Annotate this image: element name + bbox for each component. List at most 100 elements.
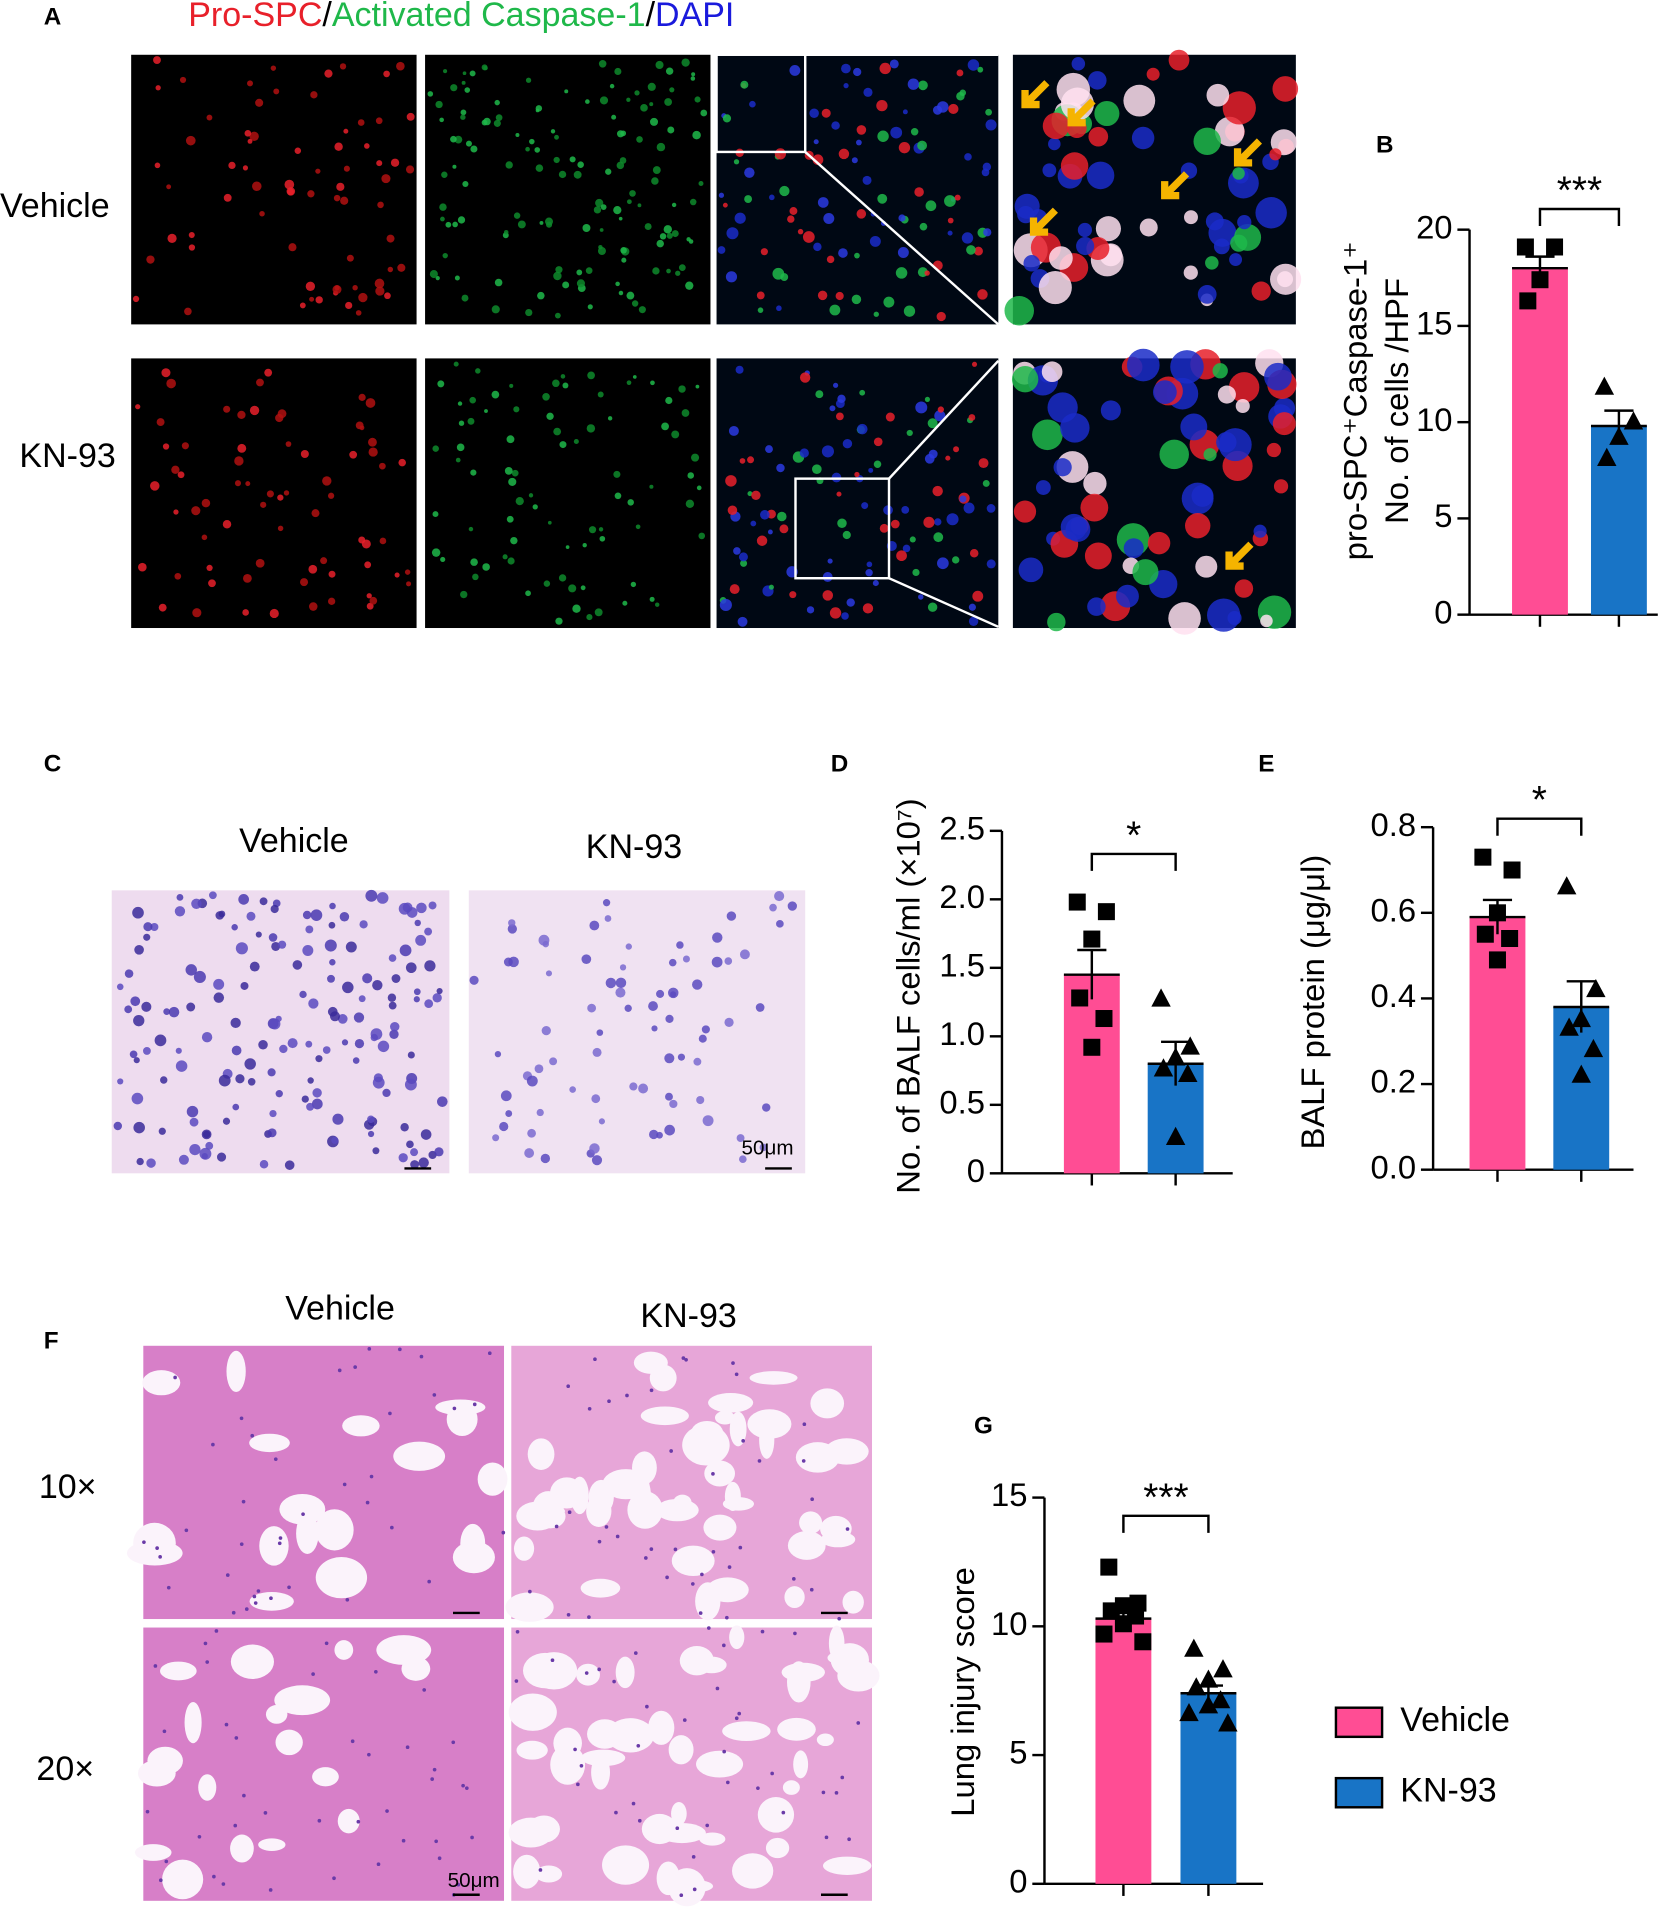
- cell: [902, 544, 911, 553]
- cell: [968, 616, 979, 627]
- nucleus: [142, 1540, 146, 1544]
- nucleus: [706, 1626, 711, 1630]
- cell: [966, 245, 976, 255]
- cell: [494, 1050, 502, 1058]
- cell: [311, 509, 320, 518]
- cell: [245, 481, 251, 487]
- cell: [614, 67, 622, 75]
- cell: [246, 911, 256, 921]
- cell: [664, 1053, 675, 1064]
- nucleus: [698, 1611, 703, 1615]
- cell: [836, 491, 842, 497]
- cell: [1213, 238, 1230, 255]
- cell: [382, 1088, 391, 1098]
- cell: [762, 1103, 771, 1112]
- cell: [1018, 557, 1044, 583]
- nucleus: [809, 1587, 814, 1592]
- cell: [424, 927, 433, 936]
- cell: [649, 484, 654, 489]
- cell: [986, 504, 996, 513]
- cell: [695, 384, 700, 389]
- cell: [284, 179, 295, 190]
- cell: [1053, 458, 1072, 477]
- cell: [456, 443, 465, 452]
- cell: [555, 266, 563, 274]
- cell: [722, 202, 728, 208]
- cell: [689, 198, 697, 206]
- bar: [1063, 974, 1120, 1174]
- data-point: [1198, 1695, 1219, 1714]
- cell: [332, 1113, 344, 1125]
- cell: [439, 117, 444, 123]
- cell: [747, 491, 753, 497]
- cell: [656, 239, 664, 248]
- cell: [789, 591, 797, 599]
- y-axis-label: Lung injury score: [944, 1567, 981, 1817]
- nucleus: [840, 1775, 845, 1780]
- cell: [189, 1117, 199, 1127]
- cell: [287, 1038, 298, 1049]
- cell: [914, 187, 924, 197]
- nucleus: [770, 1771, 774, 1776]
- cell: [387, 266, 394, 273]
- cell: [539, 220, 544, 225]
- cell: [1212, 363, 1228, 379]
- cell: [573, 438, 579, 445]
- cell: [1086, 161, 1115, 190]
- cell: [717, 246, 726, 254]
- cell: [726, 911, 737, 921]
- cell: [305, 1040, 313, 1048]
- cell: [560, 374, 566, 379]
- nucleus: [645, 1704, 649, 1709]
- cell: [842, 438, 853, 449]
- cell: [799, 372, 811, 383]
- cell: [582, 543, 587, 548]
- cell: [358, 995, 366, 1003]
- alveolus: [827, 1649, 869, 1666]
- alveolus: [230, 1834, 254, 1863]
- cell: [267, 1128, 277, 1138]
- cell: [158, 603, 167, 612]
- nucleus: [239, 1416, 244, 1421]
- cell: [141, 1001, 152, 1012]
- cell: [651, 1025, 658, 1032]
- nucleus: [722, 1643, 726, 1648]
- nucleus: [514, 1679, 519, 1683]
- alveolus: [655, 1498, 699, 1522]
- cell: [450, 84, 458, 92]
- cell: [768, 584, 774, 590]
- panel-label: G: [974, 1413, 993, 1440]
- data-point: [1095, 1625, 1113, 1643]
- cell: [333, 194, 341, 202]
- cell: [681, 58, 690, 67]
- cell: [968, 603, 976, 611]
- nucleus: [810, 1497, 814, 1502]
- y-tick-label: 15: [991, 1476, 1027, 1513]
- alveolus: [784, 1586, 805, 1609]
- cell: [507, 924, 517, 934]
- cell: [726, 227, 739, 240]
- cell: [376, 160, 383, 167]
- cell: [1253, 524, 1267, 538]
- cell: [413, 988, 421, 996]
- cell: [827, 558, 833, 564]
- nucleus: [587, 1406, 592, 1411]
- cell: [1195, 555, 1218, 578]
- cell: [910, 128, 919, 136]
- y-tick-label: 20: [1416, 208, 1452, 245]
- cell: [837, 394, 846, 404]
- cell: [388, 954, 397, 962]
- alveolus: [553, 1727, 582, 1759]
- cell: [529, 138, 535, 145]
- nucleus: [451, 1740, 456, 1745]
- data-point: [1571, 1064, 1591, 1083]
- row-label: Vehicle: [0, 187, 110, 225]
- nucleus: [802, 1422, 807, 1427]
- cell: [255, 931, 262, 938]
- cell: [685, 281, 694, 290]
- cell: [613, 206, 622, 215]
- nucleus: [837, 1616, 842, 1621]
- cell: [452, 164, 457, 169]
- nucleus: [760, 1629, 765, 1634]
- cell: [1060, 413, 1090, 443]
